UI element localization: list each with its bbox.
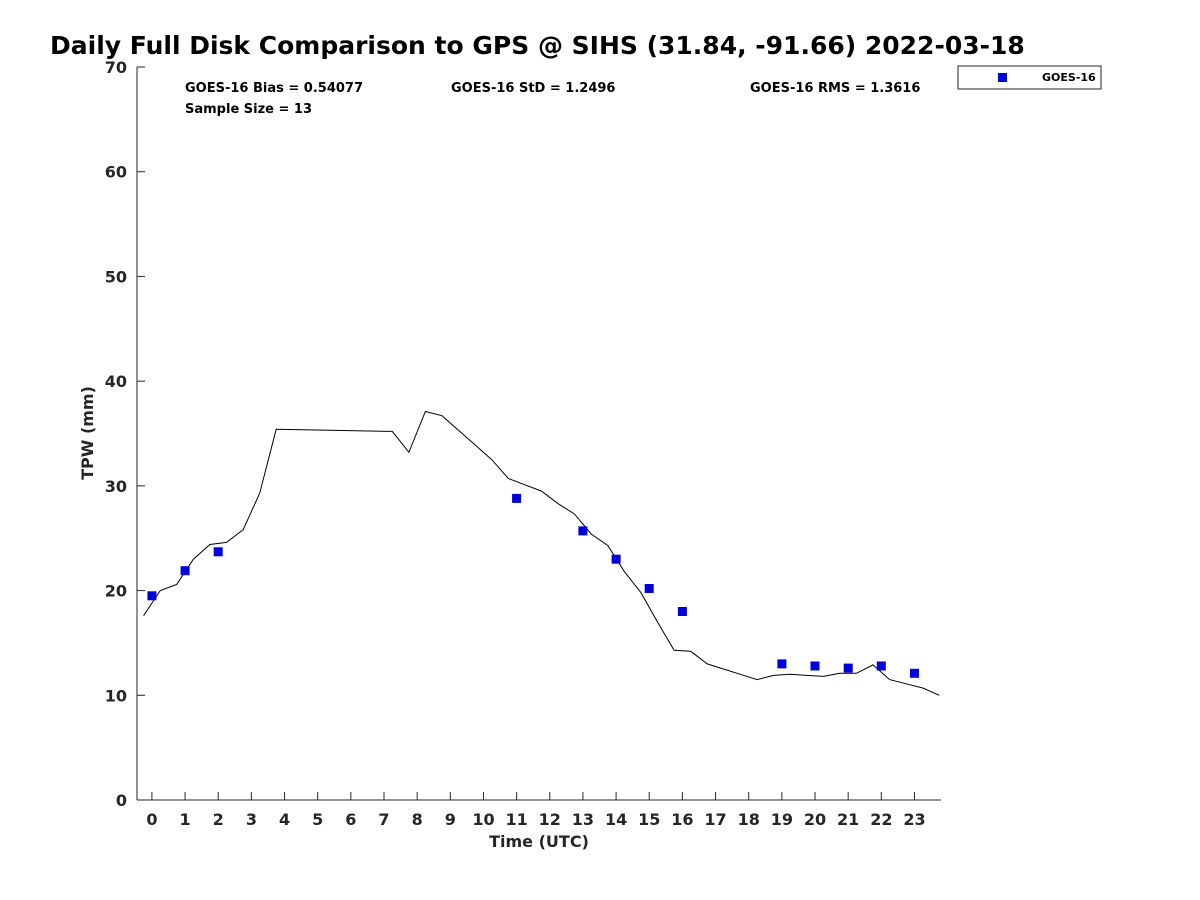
x-ticks: 0 1 2 3 4 5 6 7 8 9 10 11 12 13 14 15 16 17 18 19 20 21 22 23 [146, 792, 926, 829]
x-tick-label: 5 [312, 810, 323, 829]
y-tick-label: 20 [105, 582, 127, 601]
stat-bias: GOES-16 Bias = 0.54077 [185, 81, 363, 96]
y-tick-label: 10 [105, 686, 127, 705]
x-tick-label: 15 [638, 810, 660, 829]
legend-marker-goes16 [998, 73, 1007, 82]
stat-rms: GOES-16 RMS = 1.3616 [750, 81, 920, 96]
goes16-point [810, 661, 820, 671]
goes16-point [213, 547, 223, 557]
plot-area [137, 67, 941, 800]
x-tick-label: 22 [870, 810, 892, 829]
goes16-point [611, 554, 621, 564]
x-axis-label: Time (UTC) [489, 832, 589, 851]
goes16-point [644, 584, 654, 593]
x-tick-label: 17 [704, 810, 726, 829]
x-tick-label: 16 [671, 810, 693, 829]
x-tick-label: 11 [505, 810, 527, 829]
x-tick-label: 19 [771, 810, 793, 829]
y-axis-label: TPW (mm) [78, 386, 97, 480]
legend-box [957, 65, 1102, 90]
y-tick-label: 30 [105, 477, 127, 496]
y-ticks: 0 10 20 30 40 50 60 70 [105, 58, 145, 810]
y-tick-label: 70 [105, 58, 127, 77]
y-tick-label: 50 [105, 267, 127, 286]
goes16-point [147, 591, 157, 601]
y-tick-label: 0 [116, 791, 127, 810]
x-tick-label: 21 [837, 810, 859, 829]
gps-series-line [143, 410, 940, 696]
x-tick-label: 0 [146, 810, 157, 829]
x-tick-label: 12 [539, 810, 561, 829]
goes16-points-layer [147, 493, 919, 678]
x-tick-label: 20 [804, 810, 826, 829]
y-tick-label: 60 [105, 163, 127, 182]
x-tick-label: 14 [605, 810, 627, 829]
goes16-point [777, 659, 787, 669]
x-tick-label: 6 [345, 810, 356, 829]
x-tick-label: 18 [738, 810, 760, 829]
x-tick-label: 23 [903, 810, 925, 829]
legend: GOES-16 [957, 65, 1102, 90]
x-tick-label: 2 [213, 810, 224, 829]
chart-title: Daily Full Disk Comparison to GPS @ SIHS… [50, 31, 1025, 60]
x-tick-label: 7 [378, 810, 389, 829]
x-tick-label: 13 [572, 810, 594, 829]
goes16-point [843, 663, 853, 673]
gps-line-layer [143, 410, 940, 696]
x-tick-label: 9 [445, 810, 456, 829]
goes16-point [578, 526, 588, 536]
x-tick-label: 8 [412, 810, 423, 829]
stat-sample-size: Sample Size = 13 [185, 102, 312, 117]
x-tick-label: 3 [246, 810, 257, 829]
stat-std: GOES-16 StD = 1.2496 [451, 81, 615, 96]
x-tick-label: 10 [472, 810, 494, 829]
goes16-point [512, 493, 522, 503]
goes16-point [910, 668, 919, 678]
y-tick-label: 40 [105, 372, 127, 391]
x-tick-label: 1 [180, 810, 191, 829]
x-tick-label: 4 [279, 810, 290, 829]
goes16-point [876, 661, 886, 671]
goes16-point [677, 607, 687, 616]
goes16-point [180, 566, 190, 576]
legend-label-goes16: GOES-16 [1042, 71, 1096, 84]
